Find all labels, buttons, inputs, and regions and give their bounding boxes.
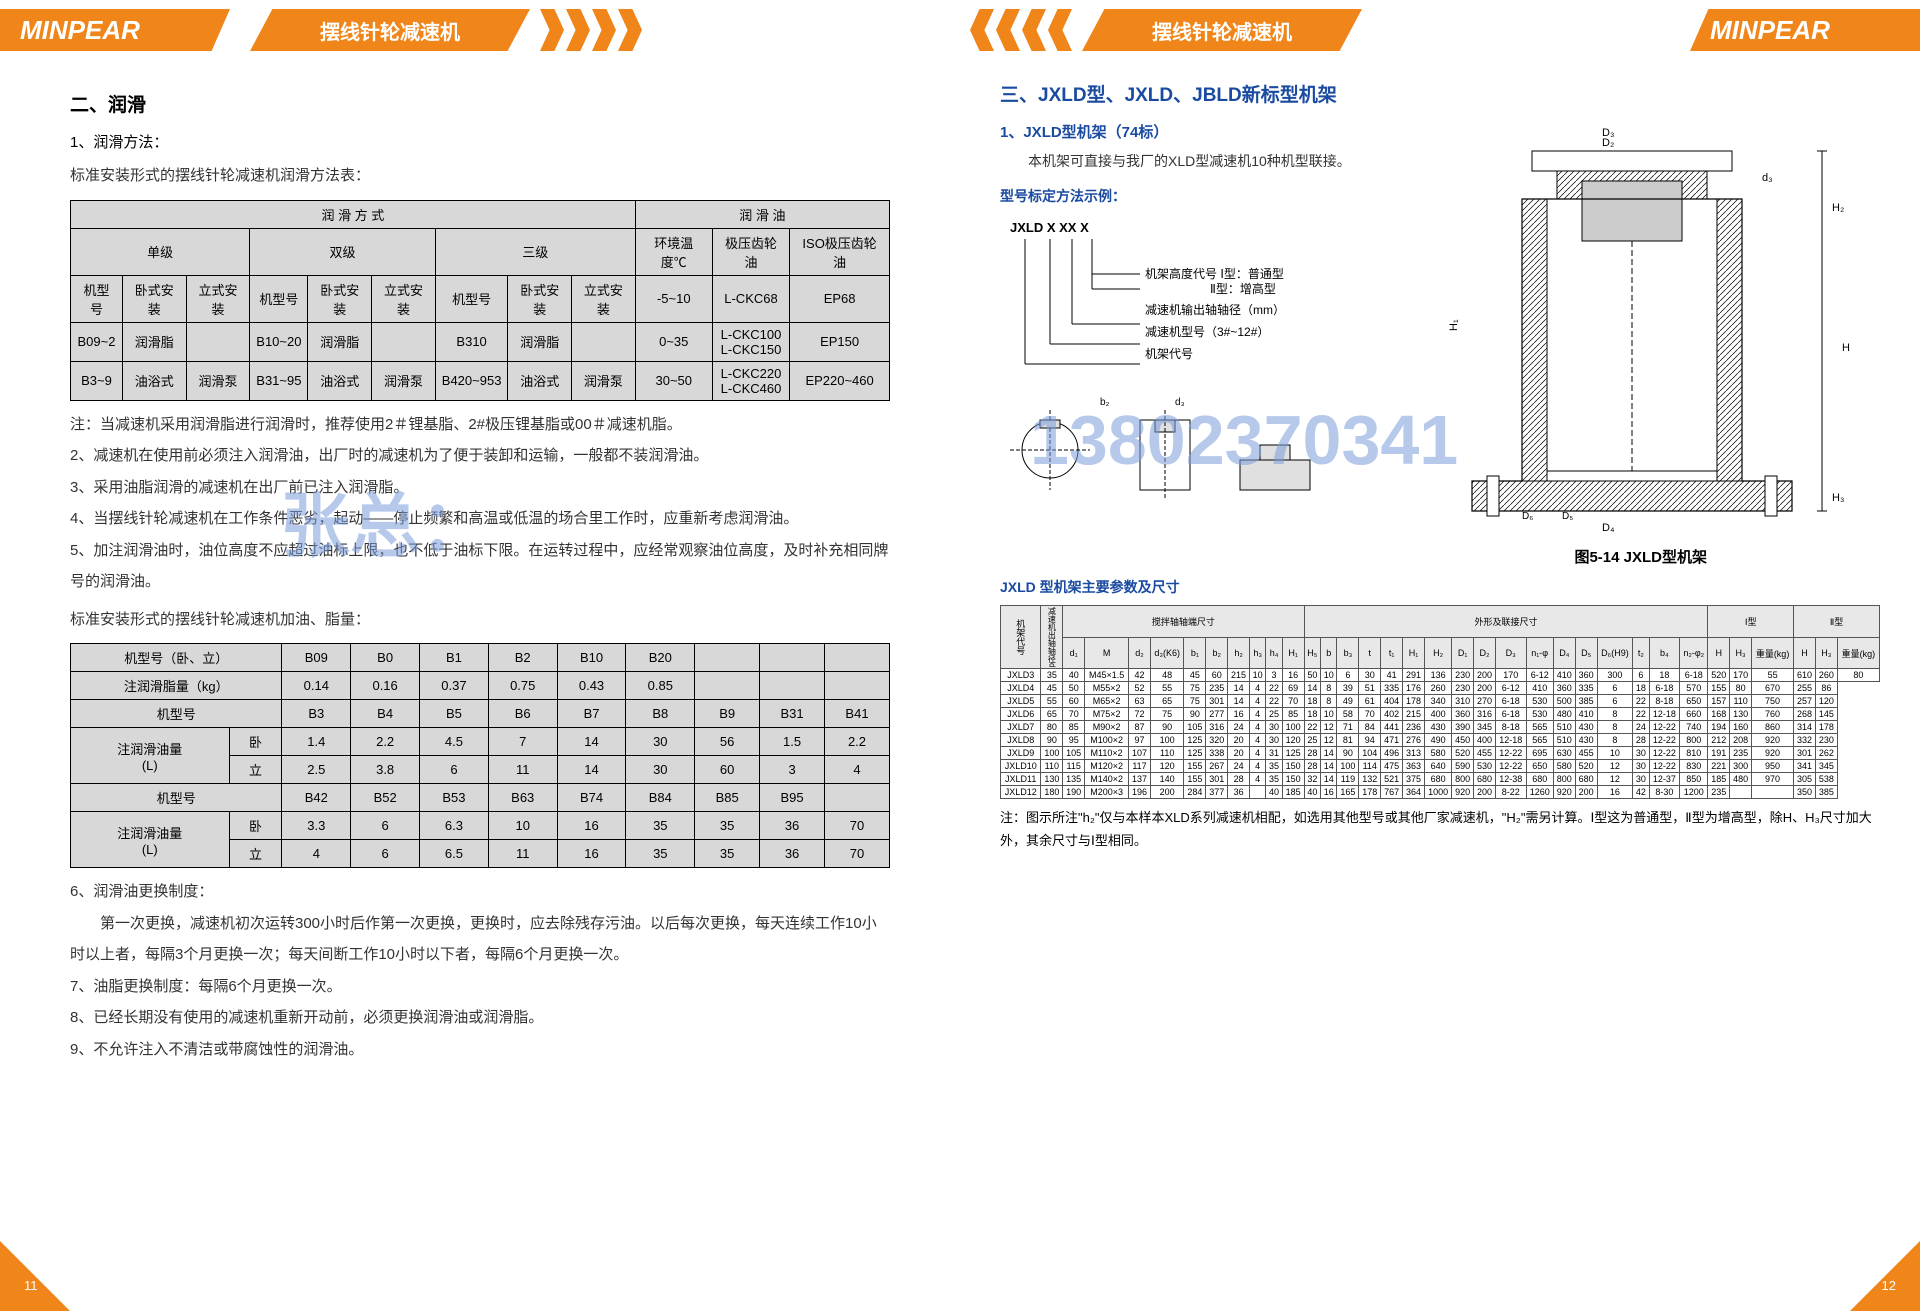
- page-num-left: 11: [24, 1278, 38, 1293]
- right-content: 三、JXLD型、JXLD、JBLD新标型机架 1、JXLD型机架（74标） 本机…: [960, 60, 1920, 872]
- svg-text:d₃: d₃: [1762, 172, 1773, 184]
- t3-caption: JXLD 型机架主要参数及尺寸: [1000, 577, 1880, 597]
- svg-text:D₄: D₄: [1602, 522, 1615, 534]
- notes1: 注：当减速机采用润滑脂进行润滑时，推荐使用2＃锂基脂、2#极压锂基脂或00＃减速…: [70, 409, 890, 598]
- header-right: 摆线针轮减速机 MINPEAR: [960, 0, 1920, 60]
- jxld-params-table: 机架代号减速机出轴轴径d搅拌轴轴端尺寸外形及联接尺寸Ⅰ型Ⅱ型d₁Md₂d₃(K6…: [1000, 605, 1880, 799]
- section-heading: 二、润滑: [70, 90, 890, 117]
- product-title-r: 摆线针轮减速机: [1082, 9, 1362, 51]
- svg-text:b₂: b₂: [1100, 397, 1110, 408]
- svg-text:机架高度代号 Ⅰ型：普通型: 机架高度代号 Ⅰ型：普通型: [1145, 266, 1284, 281]
- page-left: MINPEAR 摆线针轮减速机 二、润滑 1、润滑方法： 标准安装形式的摆线针轮…: [0, 0, 960, 1311]
- svg-text:H₂: H₂: [1832, 202, 1844, 214]
- page-num-right: 12: [1882, 1278, 1896, 1293]
- notes2: 6、润滑油更换制度： 第一次更换，减速机初次运转300小时后作第一次更换，更换时…: [70, 876, 890, 1065]
- model-code-text: JXLD X XX X: [1010, 220, 1089, 235]
- svg-text:d₃: d₃: [1175, 397, 1185, 408]
- corner-br: [1850, 1241, 1920, 1311]
- figure-caption: 图5-14 JXLD型机架: [1402, 546, 1881, 567]
- t3-note: 注：图示所注"h₂"仅与本样本XLD系列减速机相配，如选用其他型号或其他厂家减速…: [1000, 807, 1880, 851]
- sub1: 1、润滑方法：: [70, 131, 890, 152]
- header-left: MINPEAR 摆线针轮减速机: [0, 0, 960, 60]
- product-title: 摆线针轮减速机: [250, 9, 530, 51]
- model-code-svg: JXLD X XX X 机架高度代号 Ⅰ型：普通型 Ⅱ型：增高型 减速机输出轴轴…: [1000, 214, 1360, 384]
- t2-caption: 标准安装形式的摆线针轮减速机加油、脂量：: [70, 604, 890, 636]
- oil-qty-table: 机型号（卧、立）B09B0B1B2B10B20注润滑脂量（kg）0.140.16…: [70, 643, 890, 868]
- svg-text:D₆: D₆: [1522, 511, 1533, 522]
- svg-text:机架代号: 机架代号: [1145, 347, 1193, 361]
- svg-text:D₂: D₂: [1602, 137, 1614, 149]
- model-spec-title: 型号标定方法示例：: [1000, 186, 1392, 206]
- t1-caption: 标准安装形式的摆线针轮减速机润滑方法表：: [70, 160, 890, 192]
- shaft-detail-svg: b₂ d₃: [1000, 390, 1360, 520]
- corner-bl: [0, 1241, 70, 1311]
- chevrons-right: [540, 9, 642, 51]
- svg-text:减速机输出轴轴径（mm）: 减速机输出轴轴径（mm）: [1145, 302, 1285, 317]
- brand-logo: MINPEAR: [0, 9, 230, 51]
- svg-text:减速机型号（3#~12#）: 减速机型号（3#~12#）: [1145, 325, 1269, 339]
- svg-text:D₅: D₅: [1562, 511, 1573, 522]
- desc-r: 本机架可直接与我厂的XLD型减速机10种机型联接。: [1000, 150, 1392, 172]
- brand-logo-r: MINPEAR: [1690, 9, 1920, 51]
- sub1-r: 1、JXLD型机架（74标）: [1000, 121, 1392, 142]
- model-code-diagram: JXLD X XX X 机架高度代号 Ⅰ型：普通型 Ⅱ型：增高型 减速机输出轴轴…: [1000, 214, 1392, 389]
- page-right: 摆线针轮减速机 MINPEAR 三、JXLD型、JXLD、JBLD新标型机架 1…: [960, 0, 1920, 1311]
- svg-text:H: H: [1842, 342, 1850, 354]
- lubrication-table: 润 滑 方 式润 滑 油单级双级三级环境温度℃极压齿轮油ISO极压齿轮油机型号卧…: [70, 200, 890, 401]
- svg-text:H₃: H₃: [1832, 492, 1844, 504]
- section-heading-r: 三、JXLD型、JXLD、JBLD新标型机架: [1000, 80, 1880, 107]
- chevrons-left: [970, 9, 1072, 51]
- svg-text:Ⅱ型：增高型: Ⅱ型：增高型: [1210, 281, 1276, 296]
- svg-text:H₁: H₁: [1448, 319, 1460, 331]
- frame-diagram-svg: D₃ D₂ d₃ H₂ H H₃ H₁ D₄ D₅ D₆: [1402, 121, 1872, 541]
- left-content: 二、润滑 1、润滑方法： 标准安装形式的摆线针轮减速机润滑方法表： 润 滑 方 …: [0, 60, 960, 1085]
